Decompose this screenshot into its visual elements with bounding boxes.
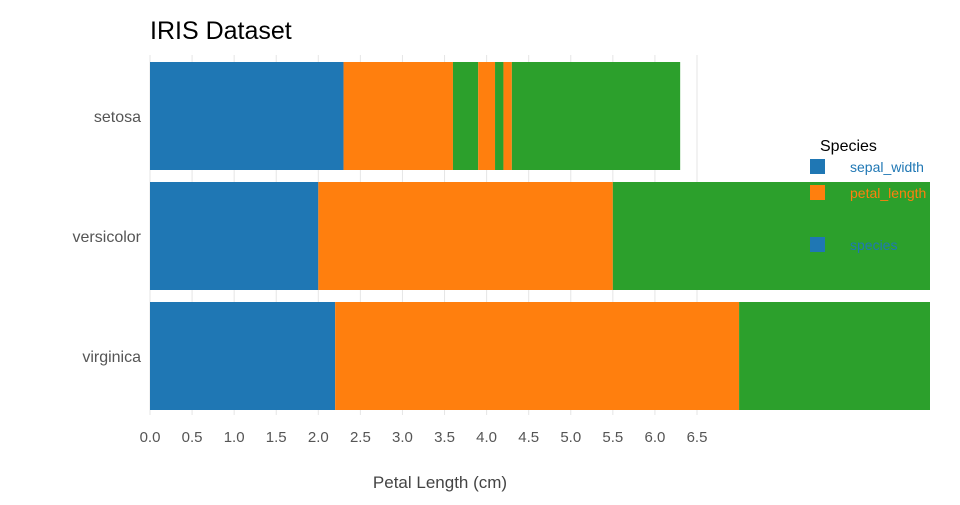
- legend-label-species[interactable]: species: [850, 237, 897, 253]
- bar-segment-versicolor-8: [318, 182, 613, 290]
- bar-segment-setosa-1: [343, 62, 453, 170]
- legend-label-petal_length[interactable]: petal_length: [850, 185, 926, 201]
- bar-segment-virginica-11: [335, 302, 740, 410]
- x-tick-label: 2.5: [350, 429, 371, 446]
- chart-title: IRIS Dataset: [150, 17, 292, 45]
- bar-segment-virginica-12: [739, 302, 930, 410]
- y-tick-label-setosa: setosa: [94, 109, 141, 126]
- x-tick-label: 4.5: [518, 429, 539, 446]
- bar-segment-versicolor-9: [612, 182, 930, 290]
- legend-swatch-sepal_width[interactable]: [810, 159, 825, 174]
- bar-segment-setosa-6: [511, 62, 681, 170]
- legend-title: Species: [820, 138, 877, 155]
- legend-swatch-species[interactable]: [810, 237, 825, 252]
- x-tick-label: 6.5: [687, 429, 708, 446]
- y-axis-tick-labels: setosa versicolor virginica: [73, 109, 142, 366]
- x-tick-label: 5.0: [560, 429, 581, 446]
- legend-label-sepal_width[interactable]: sepal_width: [850, 159, 924, 175]
- x-tick-label: 6.0: [644, 429, 665, 446]
- x-axis-label: Petal Length (cm): [373, 473, 507, 492]
- x-axis-tick-labels: 0.0 0.5 1.0 1.5 2.0 2.5 3.0 3.5 4.0 4.5 5.0 5.5 6.0 6…: [140, 429, 708, 446]
- x-tick-label: 3.0: [392, 429, 413, 446]
- bar-segment-setosa-2: [452, 62, 479, 170]
- legend-swatch-petal_length[interactable]: [810, 185, 825, 200]
- x-tick-label: 2.0: [308, 429, 329, 446]
- bar-segment-setosa-5: [503, 62, 512, 170]
- bar-segment-setosa-4: [495, 62, 504, 170]
- x-tick-label: 0.0: [140, 429, 161, 446]
- y-tick-label-versicolor: versicolor: [73, 229, 142, 246]
- bar-segment-setosa-0: [150, 62, 344, 170]
- bar-segment-virginica-10: [150, 302, 336, 410]
- x-tick-label: 5.5: [602, 429, 623, 446]
- bar-segment-versicolor-7: [150, 182, 319, 290]
- x-tick-label: 1.0: [224, 429, 245, 446]
- bar-segments: [150, 62, 930, 410]
- x-tick-label: 4.0: [476, 429, 497, 446]
- bar-segment-setosa-3: [478, 62, 496, 170]
- x-tick-label: 0.5: [182, 429, 203, 446]
- x-tick-label: 1.5: [266, 429, 287, 446]
- x-tick-label: 3.5: [434, 429, 455, 446]
- y-tick-label-virginica: virginica: [82, 349, 141, 366]
